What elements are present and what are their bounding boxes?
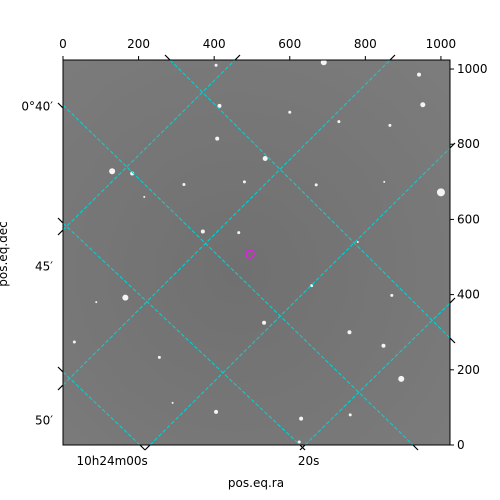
star-21 — [390, 293, 394, 297]
star-34 — [143, 195, 146, 198]
grid-line-6 — [149, 147, 450, 445]
right-tick-label: 200 — [457, 363, 480, 377]
frame-tick-0 — [57, 102, 64, 109]
frame-tick-11 — [144, 444, 151, 451]
dec-tick-label: 50′ — [35, 414, 53, 428]
star-27 — [157, 355, 161, 359]
right-tick-label: 0 — [457, 438, 465, 452]
frame-tick-2 — [57, 366, 64, 373]
star-6 — [388, 123, 392, 127]
star-31 — [297, 440, 301, 444]
right-tick-label: 800 — [457, 137, 480, 151]
star-field — [72, 60, 445, 444]
top-tick-label: 200 — [127, 37, 150, 51]
frame-tick-1 — [57, 217, 64, 224]
top-pixel-axis: 0 200 400 600 800 1000 — [57, 37, 457, 451]
star-30 — [348, 413, 352, 417]
dec-tick-label: 45′ — [35, 259, 53, 273]
star-5 — [337, 120, 341, 124]
star-4 — [420, 102, 426, 108]
right-tick-label: 1000 — [457, 62, 488, 76]
star-16 — [383, 180, 386, 183]
star-10 — [109, 168, 116, 175]
star-35 — [356, 240, 359, 243]
plot-frame — [62, 59, 451, 446]
star-26 — [398, 375, 405, 382]
frame-tick-9 — [449, 142, 456, 149]
star-18 — [237, 231, 241, 235]
grid-line-5 — [63, 60, 391, 386]
top-tick-label: 600 — [278, 37, 301, 51]
star-15 — [182, 182, 186, 186]
star-1 — [214, 63, 218, 67]
top-tick-label: 1000 — [426, 37, 457, 51]
frame-tick-14 — [139, 444, 146, 451]
grid-line-1 — [63, 104, 414, 445]
coordinate-grid — [63, 60, 450, 445]
top-tick-label: 800 — [354, 37, 377, 51]
star-2 — [417, 72, 422, 77]
ra-tick-label: 10h24m00s — [76, 454, 147, 468]
star-32 — [95, 301, 98, 304]
frame-tick-7 — [389, 54, 396, 61]
star-24 — [381, 343, 386, 348]
star-7 — [215, 136, 220, 141]
star-33 — [171, 401, 174, 404]
frame-tick-4 — [57, 384, 64, 391]
frame-tick-3 — [57, 229, 64, 236]
ra-tick-label: 20s — [298, 454, 320, 468]
right-pixel-axis: 0 200 400 600 800 1000 — [450, 62, 488, 452]
right-tick-label: 400 — [457, 288, 480, 302]
top-tick-label: 0 — [59, 37, 67, 51]
star-13 — [314, 183, 318, 187]
sky-image — [63, 60, 450, 445]
y-axis-title: pos.eq.dec — [0, 221, 10, 286]
star-20 — [122, 294, 129, 301]
frame-tick-13 — [412, 444, 419, 451]
star-23 — [347, 330, 352, 335]
frame-tick-15 — [299, 444, 306, 451]
top-tick-label: 400 — [203, 37, 226, 51]
frame-tick-8 — [449, 337, 456, 344]
star-3 — [217, 103, 222, 108]
grid-line-2 — [63, 222, 301, 445]
star-22 — [262, 320, 267, 325]
frame-tick-10 — [449, 297, 456, 304]
star-12 — [242, 180, 246, 184]
star-14 — [436, 188, 445, 197]
star-0 — [320, 60, 327, 66]
star-8 — [288, 110, 292, 114]
star-25 — [72, 340, 76, 344]
right-tick-label: 600 — [457, 212, 480, 226]
dec-tick-label: 0°40′ — [21, 100, 53, 114]
star-28 — [214, 409, 219, 414]
frame-tick-5 — [164, 54, 171, 61]
star-9 — [262, 156, 268, 162]
x-axis-title: pos.eq.ra — [228, 476, 284, 490]
grid-line-7 — [304, 302, 450, 445]
ra-axis: 10h24m00s 20s — [76, 454, 319, 468]
star-29 — [299, 416, 304, 421]
frame-tick-6 — [234, 54, 241, 61]
star-17 — [200, 229, 205, 234]
dec-axis: 0°40′ 45′ 50′ — [21, 100, 53, 428]
target-marker-icon — [245, 249, 255, 259]
grid-line-4 — [63, 60, 236, 231]
